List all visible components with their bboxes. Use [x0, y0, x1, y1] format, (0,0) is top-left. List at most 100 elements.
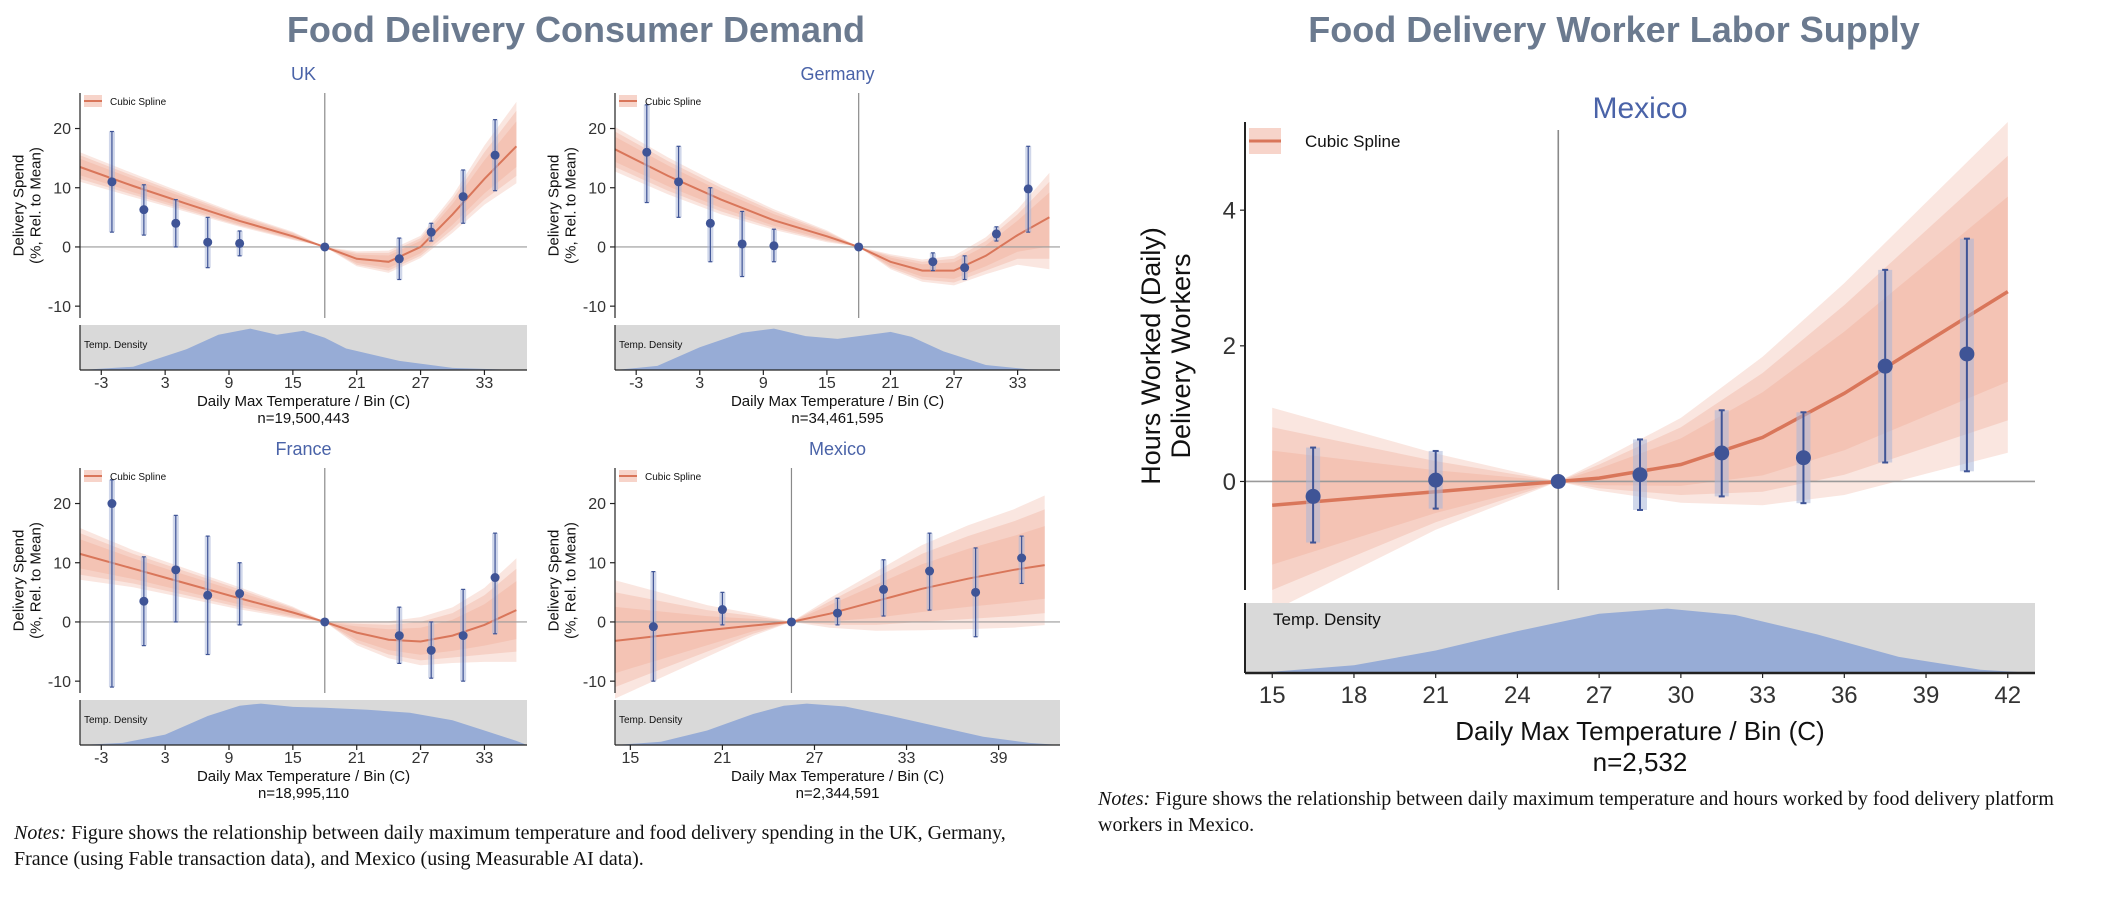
sample-size-label: n=2,532 — [1593, 747, 1688, 777]
y-axis-label: (%, Rel. to Mean) — [563, 147, 580, 264]
y-tick-label: 0 — [1223, 469, 1236, 496]
right-notes: Notes: Figure shows the relationship bet… — [1098, 786, 2093, 838]
chart-panel-1: UK -10 0 10 20 Delivery Spend (%, Rel. to Mean… — [11, 64, 527, 427]
spline-line — [614, 564, 1045, 642]
legend-label: Cubic Spline — [110, 472, 167, 483]
data-point — [925, 566, 935, 576]
data-point — [139, 596, 149, 606]
density-label: Temp. Density — [84, 340, 147, 351]
density-label: Temp. Density — [1273, 610, 1381, 629]
legend-label: Cubic Spline — [1305, 132, 1400, 151]
chart-panel-5: Mexico 0 24 Hours Worked (Daily) Delivery Wo… — [1136, 92, 2035, 777]
x-tick-label: 36 — [1831, 682, 1858, 709]
sample-size-label: n=18,995,110 — [258, 785, 349, 802]
data-point — [320, 617, 330, 627]
data-point — [458, 192, 468, 202]
x-tick-label: 15 — [818, 375, 836, 392]
left-figure-title: Food Delivery Consumer Demand — [287, 9, 865, 50]
y-tick-label: 0 — [597, 615, 606, 632]
y-tick-label: 0 — [597, 240, 606, 257]
x-tick-label: 33 — [898, 750, 916, 767]
x-tick-label: 21 — [714, 750, 732, 767]
data-point — [394, 254, 404, 264]
data-point — [1632, 467, 1648, 483]
data-point — [320, 242, 330, 252]
data-point — [648, 622, 658, 632]
density-area — [80, 328, 527, 370]
y-tick-label: 20 — [53, 496, 71, 513]
legend-label: Cubic Spline — [110, 97, 167, 108]
confidence-band — [615, 509, 1045, 688]
y-axis-label: Delivery Spend — [546, 155, 563, 257]
y-tick-label: -10 — [48, 299, 71, 316]
x-tick-label: 3 — [161, 750, 170, 767]
x-tick-label: -3 — [94, 750, 108, 767]
x-axis-label: Daily Max Temperature / Bin (C) — [197, 768, 410, 785]
y-tick-label: 20 — [588, 496, 606, 513]
x-tick-label: 27 — [806, 750, 824, 767]
sample-size-label: n=19,500,443 — [257, 410, 349, 427]
data-point — [854, 242, 864, 252]
x-tick-label: 3 — [695, 375, 704, 392]
x-tick-label: 33 — [1009, 375, 1027, 392]
data-point — [971, 587, 981, 597]
data-point — [991, 229, 1001, 239]
confidence-band — [615, 526, 1045, 674]
x-axis-label: Daily Max Temperature / Bin (C) — [1455, 716, 1824, 746]
data-point — [879, 584, 889, 594]
data-point — [426, 227, 436, 237]
data-point — [107, 499, 117, 509]
data-point — [769, 241, 779, 251]
y-axis-label: (%, Rel. to Mean) — [28, 522, 45, 639]
data-point — [1305, 488, 1321, 504]
x-tick-label: 15 — [621, 750, 639, 767]
x-tick-label: 27 — [412, 375, 430, 392]
data-point — [490, 573, 500, 583]
y-tick-label: 20 — [53, 121, 71, 138]
x-tick-label: 33 — [476, 375, 494, 392]
x-tick-label: 15 — [1259, 682, 1286, 709]
density-label: Temp. Density — [84, 715, 147, 726]
chart-panel-3: France -10 0 10 20 Delivery Spend (%, Rel. to … — [11, 439, 527, 802]
x-axis-label: Daily Max Temperature / Bin (C) — [731, 768, 944, 785]
legend-label: Cubic Spline — [645, 97, 702, 108]
x-axis-label: Daily Max Temperature / Bin (C) — [197, 393, 410, 410]
x-axis-label: Daily Max Temperature / Bin (C) — [731, 393, 944, 410]
y-axis-label: Delivery Spend — [11, 530, 28, 632]
data-point — [1017, 553, 1027, 563]
panel-subtitle: Mexico — [1592, 92, 1687, 125]
x-tick-label: 27 — [1586, 682, 1613, 709]
data-point — [235, 589, 245, 599]
data-point — [642, 147, 652, 157]
panel-subtitle: UK — [291, 64, 316, 84]
x-tick-label: 21 — [348, 375, 366, 392]
x-tick-label: 27 — [412, 750, 430, 767]
data-point — [203, 237, 213, 247]
chart-panel-4: Mexico -10 0 10 20 Delivery Spend (%, Rel. to … — [546, 439, 1060, 802]
panel-subtitle: France — [275, 439, 331, 459]
data-point — [394, 631, 404, 641]
x-tick-label: 9 — [225, 750, 234, 767]
x-tick-label: -3 — [629, 375, 643, 392]
x-tick-label: 42 — [1994, 682, 2021, 709]
panel-subtitle: Germany — [800, 64, 874, 84]
y-axis-label: Delivery Workers — [1166, 253, 1196, 458]
y-tick-label: 10 — [588, 555, 606, 572]
data-point — [1959, 346, 1975, 362]
x-tick-label: 24 — [1504, 682, 1531, 709]
y-axis-label: (%, Rel. to Mean) — [28, 147, 45, 264]
x-tick-label: -3 — [94, 375, 108, 392]
data-point — [1714, 445, 1730, 461]
density-area — [615, 703, 1060, 745]
legend-label: Cubic Spline — [645, 472, 702, 483]
data-point — [490, 150, 500, 160]
x-tick-label: 3 — [161, 375, 170, 392]
y-axis-label: Hours Worked (Daily) — [1136, 227, 1166, 485]
data-point — [833, 608, 842, 618]
y-tick-label: -10 — [583, 299, 606, 316]
x-tick-label: 15 — [284, 750, 302, 767]
confidence-band — [615, 495, 1045, 699]
right-figure-title: Food Delivery Worker Labor Supply — [1308, 9, 1919, 50]
